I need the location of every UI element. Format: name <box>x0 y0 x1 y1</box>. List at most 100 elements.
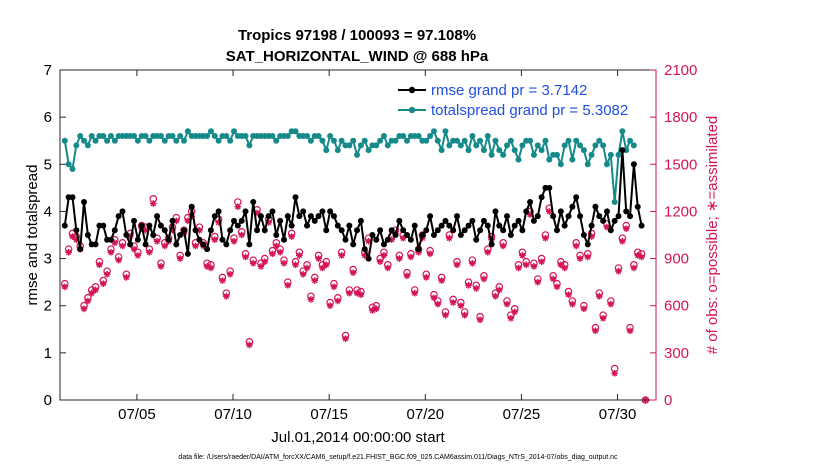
obs-assimilated-marker <box>238 231 245 239</box>
obs-assimilated-stroke <box>158 263 164 270</box>
obs-assimilated-stroke <box>123 274 130 281</box>
legend-spread-label: totalspread grand pr = 5.3082 <box>431 102 628 119</box>
totalspread-point <box>69 166 76 172</box>
rmse-point <box>365 255 372 262</box>
obs-assimilated-stroke <box>508 315 514 322</box>
obs-assimilated-marker <box>234 203 242 211</box>
obs-assimilated-marker <box>330 283 338 291</box>
rmse-point <box>69 194 76 201</box>
rmse-point <box>315 213 322 220</box>
rmse-point <box>619 147 626 154</box>
obs-assimilated-marker <box>292 261 299 269</box>
obs-assimilated-marker <box>576 255 584 262</box>
obs-assimilated-marker <box>269 250 276 258</box>
rmse-point <box>350 241 357 248</box>
totalspread-point <box>111 137 118 144</box>
rmse-point <box>580 232 587 238</box>
obs-assimilated-marker <box>638 253 645 261</box>
rmse-point <box>369 232 376 238</box>
obs-assimilated-marker <box>69 233 76 240</box>
obs-assimilated-marker <box>384 264 392 272</box>
rmse-point <box>261 227 268 234</box>
totalspread-point <box>104 137 111 144</box>
rmse-point <box>257 213 264 220</box>
obs-assimilated-stroke <box>285 282 291 289</box>
obs-assimilated-marker <box>469 259 476 267</box>
obs-assimilated-stroke <box>311 277 318 284</box>
obs-assimilated-stroke <box>315 255 322 262</box>
x-tick-label: 07/25 <box>503 406 541 423</box>
obs-assimilated-stroke <box>131 246 137 252</box>
rmse-point <box>484 222 491 229</box>
rmse-point <box>227 227 234 234</box>
totalspread-point <box>592 142 599 149</box>
obs-assimilated-stroke <box>615 268 622 274</box>
obs-assimilated-marker <box>296 252 303 259</box>
obs-assimilated-stroke <box>258 263 264 270</box>
obs-assimilated-stroke <box>223 293 230 300</box>
rmse-point <box>192 227 199 234</box>
rmse-point <box>442 217 449 224</box>
totalspread-point <box>134 137 141 144</box>
totalspread-point <box>430 128 437 135</box>
obs-assimilated-marker <box>288 233 295 240</box>
totalspread-point <box>292 128 299 135</box>
rmse-point <box>477 227 484 234</box>
totalspread-point <box>496 147 503 154</box>
rmse-point <box>454 213 461 220</box>
rmse-point <box>630 161 637 168</box>
obs-assimilated-stroke <box>611 370 618 377</box>
rmse-point <box>246 241 253 248</box>
obs-assimilated-stroke <box>481 276 487 282</box>
rmse-point <box>188 203 195 210</box>
rmse-point <box>323 227 330 234</box>
obs-assimilated-marker <box>396 255 403 262</box>
totalspread-point <box>77 133 84 139</box>
rmse-point <box>307 213 314 220</box>
obs-assimilated-stroke <box>492 293 499 300</box>
obs-assimilated-stroke <box>161 243 168 249</box>
totalspread-point <box>573 137 580 144</box>
obs-assimilated-stroke <box>558 262 564 268</box>
totalspread-point <box>500 151 507 158</box>
rmse-point <box>131 217 138 224</box>
obs-assimilated-marker <box>599 314 607 322</box>
totalspread-point <box>515 156 522 163</box>
rmse-point <box>338 227 345 234</box>
totalspread-point <box>323 147 330 154</box>
obs-assimilated-marker <box>622 225 630 233</box>
totalspread-point <box>273 137 280 144</box>
obs-assimilated-stroke <box>604 224 610 230</box>
rmse-point <box>423 227 430 234</box>
obs-assimilated-marker <box>96 261 103 269</box>
rmse-point <box>165 236 172 243</box>
obs-assimilated-marker <box>511 308 518 316</box>
obs-assimilated-marker <box>284 281 292 289</box>
obs-assimilated-stroke <box>323 262 330 268</box>
obs-assimilated-marker <box>84 297 92 305</box>
obs-assimilated-stroke <box>300 271 307 278</box>
rmse-point <box>161 227 168 234</box>
rmse-point <box>569 203 576 210</box>
rmse-point <box>115 213 122 220</box>
rmse-point <box>415 246 422 253</box>
rmse-point <box>530 217 537 224</box>
rmse-point <box>184 250 191 257</box>
rmse-point <box>496 222 503 229</box>
totalspread-point <box>442 128 449 135</box>
obs-assimilated-stroke <box>92 287 99 293</box>
y-tick-label-left: 5 <box>44 156 52 173</box>
obs-assimilated-stroke <box>627 328 633 334</box>
totalspread-point <box>211 133 218 139</box>
obs-assimilated-marker <box>65 248 72 256</box>
totalspread-point <box>92 137 99 144</box>
obs-assimilated-stroke <box>350 269 356 276</box>
obs-assimilated-stroke <box>473 285 480 292</box>
obs-assimilated-marker <box>338 252 345 259</box>
obs-assimilated-stroke <box>373 306 380 312</box>
obs-assimilated-stroke <box>381 252 387 259</box>
obs-assimilated-marker <box>153 237 161 245</box>
totalspread-point <box>457 142 464 149</box>
totalspread-point <box>65 161 72 168</box>
totalspread-point <box>454 137 461 144</box>
